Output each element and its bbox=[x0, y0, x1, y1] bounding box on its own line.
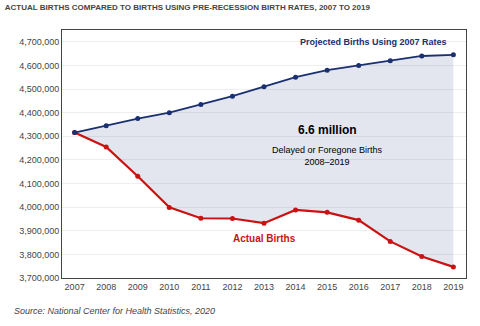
svg-text:4,200,000: 4,200,000 bbox=[19, 155, 59, 165]
svg-text:2019: 2019 bbox=[443, 282, 463, 292]
svg-text:3,800,000: 3,800,000 bbox=[19, 250, 59, 260]
svg-text:6.6 million: 6.6 million bbox=[298, 123, 357, 137]
svg-text:Delayed or Foregone Births2008: Delayed or Foregone Births2008–2019 bbox=[272, 145, 383, 167]
svg-text:2013: 2013 bbox=[254, 282, 274, 292]
svg-text:2008: 2008 bbox=[96, 282, 116, 292]
svg-text:2015: 2015 bbox=[317, 282, 337, 292]
svg-text:2009: 2009 bbox=[128, 282, 148, 292]
svg-text:4,300,000: 4,300,000 bbox=[19, 131, 59, 141]
svg-text:4,400,000: 4,400,000 bbox=[19, 108, 59, 118]
svg-text:2017: 2017 bbox=[380, 282, 400, 292]
svg-text:4,000,000: 4,000,000 bbox=[19, 202, 59, 212]
svg-text:2011: 2011 bbox=[191, 282, 210, 292]
svg-text:3,700,000: 3,700,000 bbox=[19, 273, 59, 283]
svg-text:3,900,000: 3,900,000 bbox=[19, 226, 59, 236]
svg-text:2007: 2007 bbox=[65, 282, 85, 292]
svg-text:4,100,000: 4,100,000 bbox=[19, 179, 59, 189]
svg-text:4,600,000: 4,600,000 bbox=[19, 61, 59, 71]
svg-text:2018: 2018 bbox=[412, 282, 432, 292]
svg-text:Actual Births: Actual Births bbox=[233, 233, 296, 244]
svg-text:2016: 2016 bbox=[349, 282, 369, 292]
svg-text:4,500,000: 4,500,000 bbox=[19, 84, 59, 94]
svg-text:Projected Births Using 2007 Ra: Projected Births Using 2007 Rates bbox=[300, 37, 447, 47]
svg-text:2012: 2012 bbox=[222, 282, 242, 292]
svg-text:2014: 2014 bbox=[286, 282, 306, 292]
svg-text:Source: National Center for He: Source: National Center for Health Stati… bbox=[14, 306, 215, 316]
svg-text:2010: 2010 bbox=[159, 282, 179, 292]
svg-text:4,700,000: 4,700,000 bbox=[19, 37, 59, 47]
svg-text:ACTUAL BIRTHS COMPARED TO BIRT: ACTUAL BIRTHS COMPARED TO BIRTHS USING P… bbox=[5, 3, 371, 12]
